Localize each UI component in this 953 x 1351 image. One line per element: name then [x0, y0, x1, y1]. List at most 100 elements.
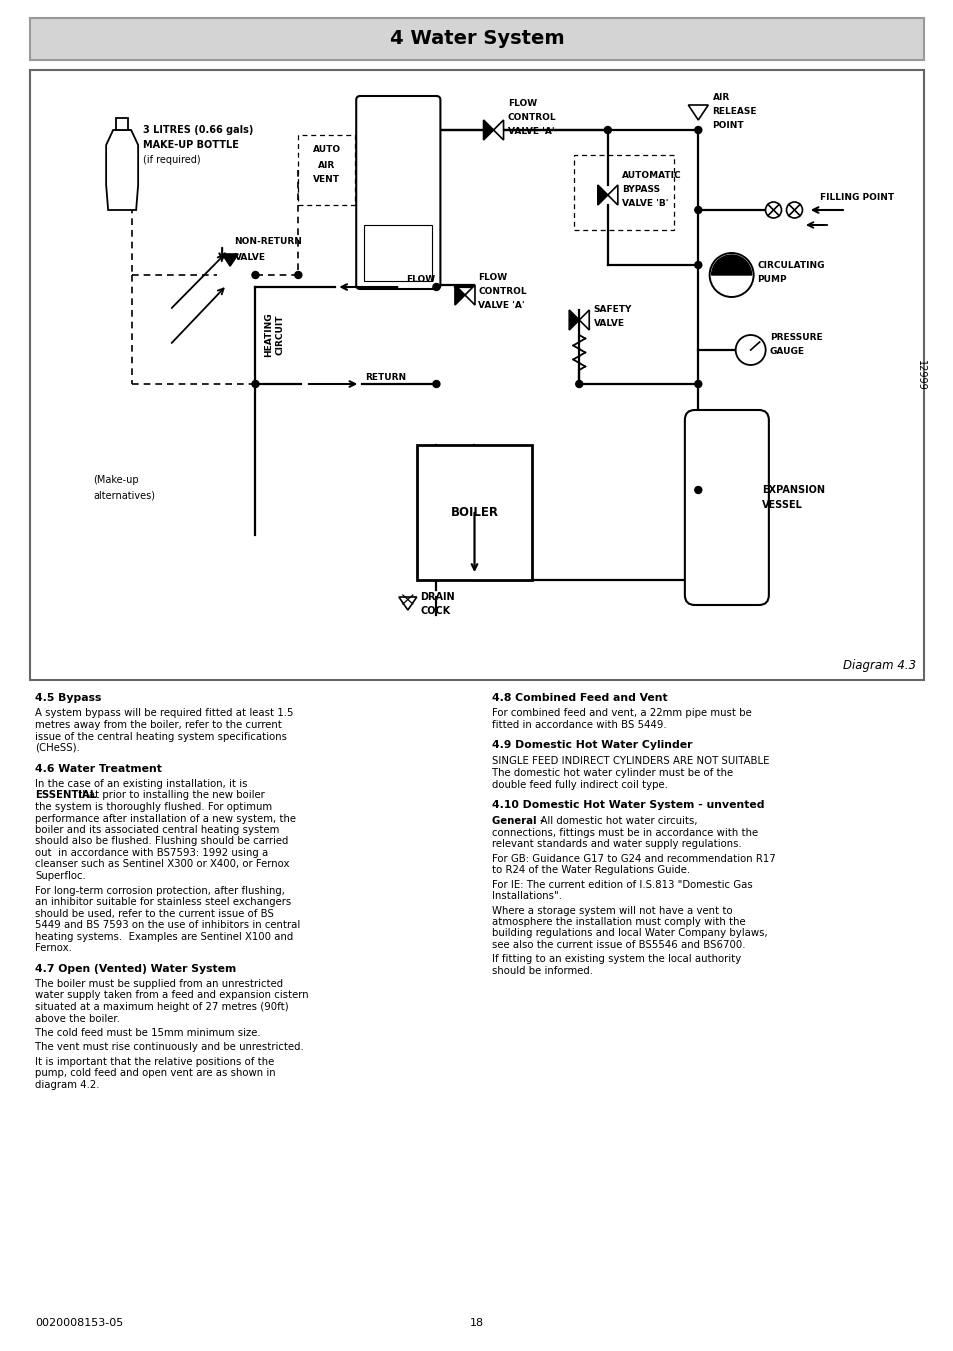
Text: 4 Water System: 4 Water System [389, 30, 564, 49]
Text: should be informed.: should be informed. [492, 966, 593, 975]
Text: AUTO: AUTO [313, 146, 340, 154]
Text: that prior to installing the new boiler: that prior to installing the new boiler [75, 790, 265, 801]
Text: double feed fully indirect coil type.: double feed fully indirect coil type. [492, 780, 667, 790]
Text: For GB: Guidance G17 to G24 and recommendation R17: For GB: Guidance G17 to G24 and recommen… [492, 854, 775, 863]
Text: The domestic hot water cylinder must be of the: The domestic hot water cylinder must be … [492, 769, 732, 778]
Text: PRESSURE: PRESSURE [769, 334, 821, 343]
Circle shape [709, 253, 753, 297]
Text: EXPANSION: EXPANSION [761, 485, 824, 494]
Text: The boiler must be supplied from an unrestricted: The boiler must be supplied from an unre… [35, 979, 283, 989]
Text: above the boiler.: above the boiler. [35, 1013, 120, 1024]
Circle shape [433, 284, 439, 290]
Text: It is important that the relative positions of the: It is important that the relative positi… [35, 1056, 274, 1067]
Circle shape [433, 381, 439, 388]
Polygon shape [106, 130, 138, 209]
Circle shape [694, 486, 701, 493]
Text: 3 LITRES (0.66 gals): 3 LITRES (0.66 gals) [143, 126, 253, 135]
Text: For long-term corrosion protection, after flushing,: For long-term corrosion protection, afte… [35, 885, 285, 896]
FancyBboxPatch shape [30, 18, 923, 59]
Polygon shape [483, 120, 493, 141]
Text: ESSENTIAL: ESSENTIAL [35, 790, 96, 801]
Text: FLOW: FLOW [477, 273, 507, 281]
Text: 4.7 Open (Vented) Water System: 4.7 Open (Vented) Water System [35, 963, 236, 974]
Text: MAKE-UP BOTTLE: MAKE-UP BOTTLE [143, 141, 238, 150]
Text: relevant standards and water supply regulations.: relevant standards and water supply regu… [492, 839, 741, 848]
Text: Where a storage system will not have a vent to: Where a storage system will not have a v… [492, 905, 732, 916]
Text: VENT: VENT [314, 176, 340, 185]
Text: GAUGE: GAUGE [769, 347, 804, 357]
Text: AIR: AIR [318, 161, 335, 169]
Bar [298, 135, 355, 205]
FancyBboxPatch shape [684, 409, 768, 605]
Text: FLOW: FLOW [406, 276, 435, 285]
Text: 4.9 Domestic Hot Water Cylinder: 4.9 Domestic Hot Water Cylinder [492, 740, 692, 751]
Text: HEATING
CIRCUIT: HEATING CIRCUIT [264, 312, 284, 357]
Text: atmosphere the installation must comply with the: atmosphere the installation must comply … [492, 917, 745, 927]
Polygon shape [569, 309, 578, 330]
Text: Installations".: Installations". [492, 892, 561, 901]
Text: For combined feed and vent, a 22mm pipe must be: For combined feed and vent, a 22mm pipe … [492, 708, 751, 719]
Bar [30, 70, 923, 680]
Text: Diagram 4.3: Diagram 4.3 [842, 659, 915, 671]
Text: VALVE: VALVE [593, 319, 624, 328]
Text: should also be flushed. Flushing should be carried: should also be flushed. Flushing should … [35, 836, 288, 847]
Text: 4.10 Domestic Hot Water System - unvented: 4.10 Domestic Hot Water System - unvente… [492, 801, 763, 811]
Polygon shape [687, 105, 707, 120]
Polygon shape [398, 597, 416, 611]
Text: heating systems.  Examples are Sentinel X100 and: heating systems. Examples are Sentinel X… [35, 931, 293, 942]
Text: out  in accordance with BS7593: 1992 using a: out in accordance with BS7593: 1992 usin… [35, 848, 268, 858]
Text: to R24 of the Water Regulations Guide.: to R24 of the Water Regulations Guide. [492, 865, 689, 875]
Text: SAFETY: SAFETY [593, 305, 631, 315]
FancyBboxPatch shape [355, 96, 440, 289]
Text: building regulations and local Water Company bylaws,: building regulations and local Water Com… [492, 928, 767, 939]
Text: In the case of an existing installation, it is: In the case of an existing installation,… [35, 780, 247, 789]
Circle shape [252, 381, 258, 388]
Text: A system bypass will be required fitted at least 1.5: A system bypass will be required fitted … [35, 708, 294, 719]
Text: (if required): (if required) [143, 155, 200, 165]
Text: The vent must rise continuously and be unrestricted.: The vent must rise continuously and be u… [35, 1043, 303, 1052]
Text: AIR: AIR [712, 92, 729, 101]
Polygon shape [455, 285, 464, 305]
Text: fitted in accordance with BS 5449.: fitted in accordance with BS 5449. [492, 720, 666, 730]
Circle shape [694, 127, 701, 134]
Text: BYPASS: BYPASS [621, 185, 659, 193]
Text: situated at a maximum height of 27 metres (90ft): situated at a maximum height of 27 metre… [35, 1002, 289, 1012]
Text: RETURN: RETURN [365, 373, 406, 381]
Circle shape [576, 381, 582, 388]
Polygon shape [222, 254, 238, 266]
Bar [574, 155, 674, 230]
Text: 5449 and BS 7593 on the use of inhibitors in central: 5449 and BS 7593 on the use of inhibitor… [35, 920, 300, 929]
Text: VALVE 'A': VALVE 'A' [477, 300, 524, 309]
Text: alternatives): alternatives) [93, 490, 155, 500]
Text: VALVE 'A': VALVE 'A' [507, 127, 554, 135]
Circle shape [735, 335, 765, 365]
Circle shape [694, 381, 701, 388]
Text: Superfloc.: Superfloc. [35, 871, 86, 881]
Text: NON-RETURN: NON-RETURN [234, 238, 302, 246]
Text: CONTROL: CONTROL [507, 112, 556, 122]
Polygon shape [598, 185, 607, 205]
Circle shape [252, 272, 258, 278]
Text: (CHeSS).: (CHeSS). [35, 743, 80, 753]
Text: connections, fittings must be in accordance with the: connections, fittings must be in accorda… [492, 828, 758, 838]
Circle shape [603, 127, 611, 134]
Text: 12999: 12999 [915, 359, 925, 390]
Text: metres away from the boiler, refer to the current: metres away from the boiler, refer to th… [35, 720, 281, 730]
Text: 18: 18 [470, 1319, 483, 1328]
Text: COCK: COCK [419, 607, 450, 616]
Text: should be used, refer to the current issue of BS: should be used, refer to the current iss… [35, 908, 274, 919]
Text: Fernox.: Fernox. [35, 943, 71, 952]
Text: 0020008153-05: 0020008153-05 [35, 1319, 123, 1328]
Bar [116, 118, 128, 130]
Text: cleanser such as Sentinel X300 or X400, or Fernox: cleanser such as Sentinel X300 or X400, … [35, 859, 289, 870]
Text: 4.6 Water Treatment: 4.6 Water Treatment [35, 763, 162, 774]
Text: boiler and its associated central heating system: boiler and its associated central heatin… [35, 825, 279, 835]
Circle shape [694, 262, 701, 269]
Text: performance after installation of a new system, the: performance after installation of a new … [35, 813, 295, 824]
Text: pump, cold feed and open vent are as shown in: pump, cold feed and open vent are as sho… [35, 1069, 275, 1078]
Text: All domestic hot water circuits,: All domestic hot water circuits, [534, 816, 697, 825]
Circle shape [785, 203, 801, 218]
Circle shape [764, 203, 781, 218]
Text: VALVE 'B': VALVE 'B' [621, 199, 668, 208]
Text: CIRCULATING: CIRCULATING [757, 261, 824, 269]
